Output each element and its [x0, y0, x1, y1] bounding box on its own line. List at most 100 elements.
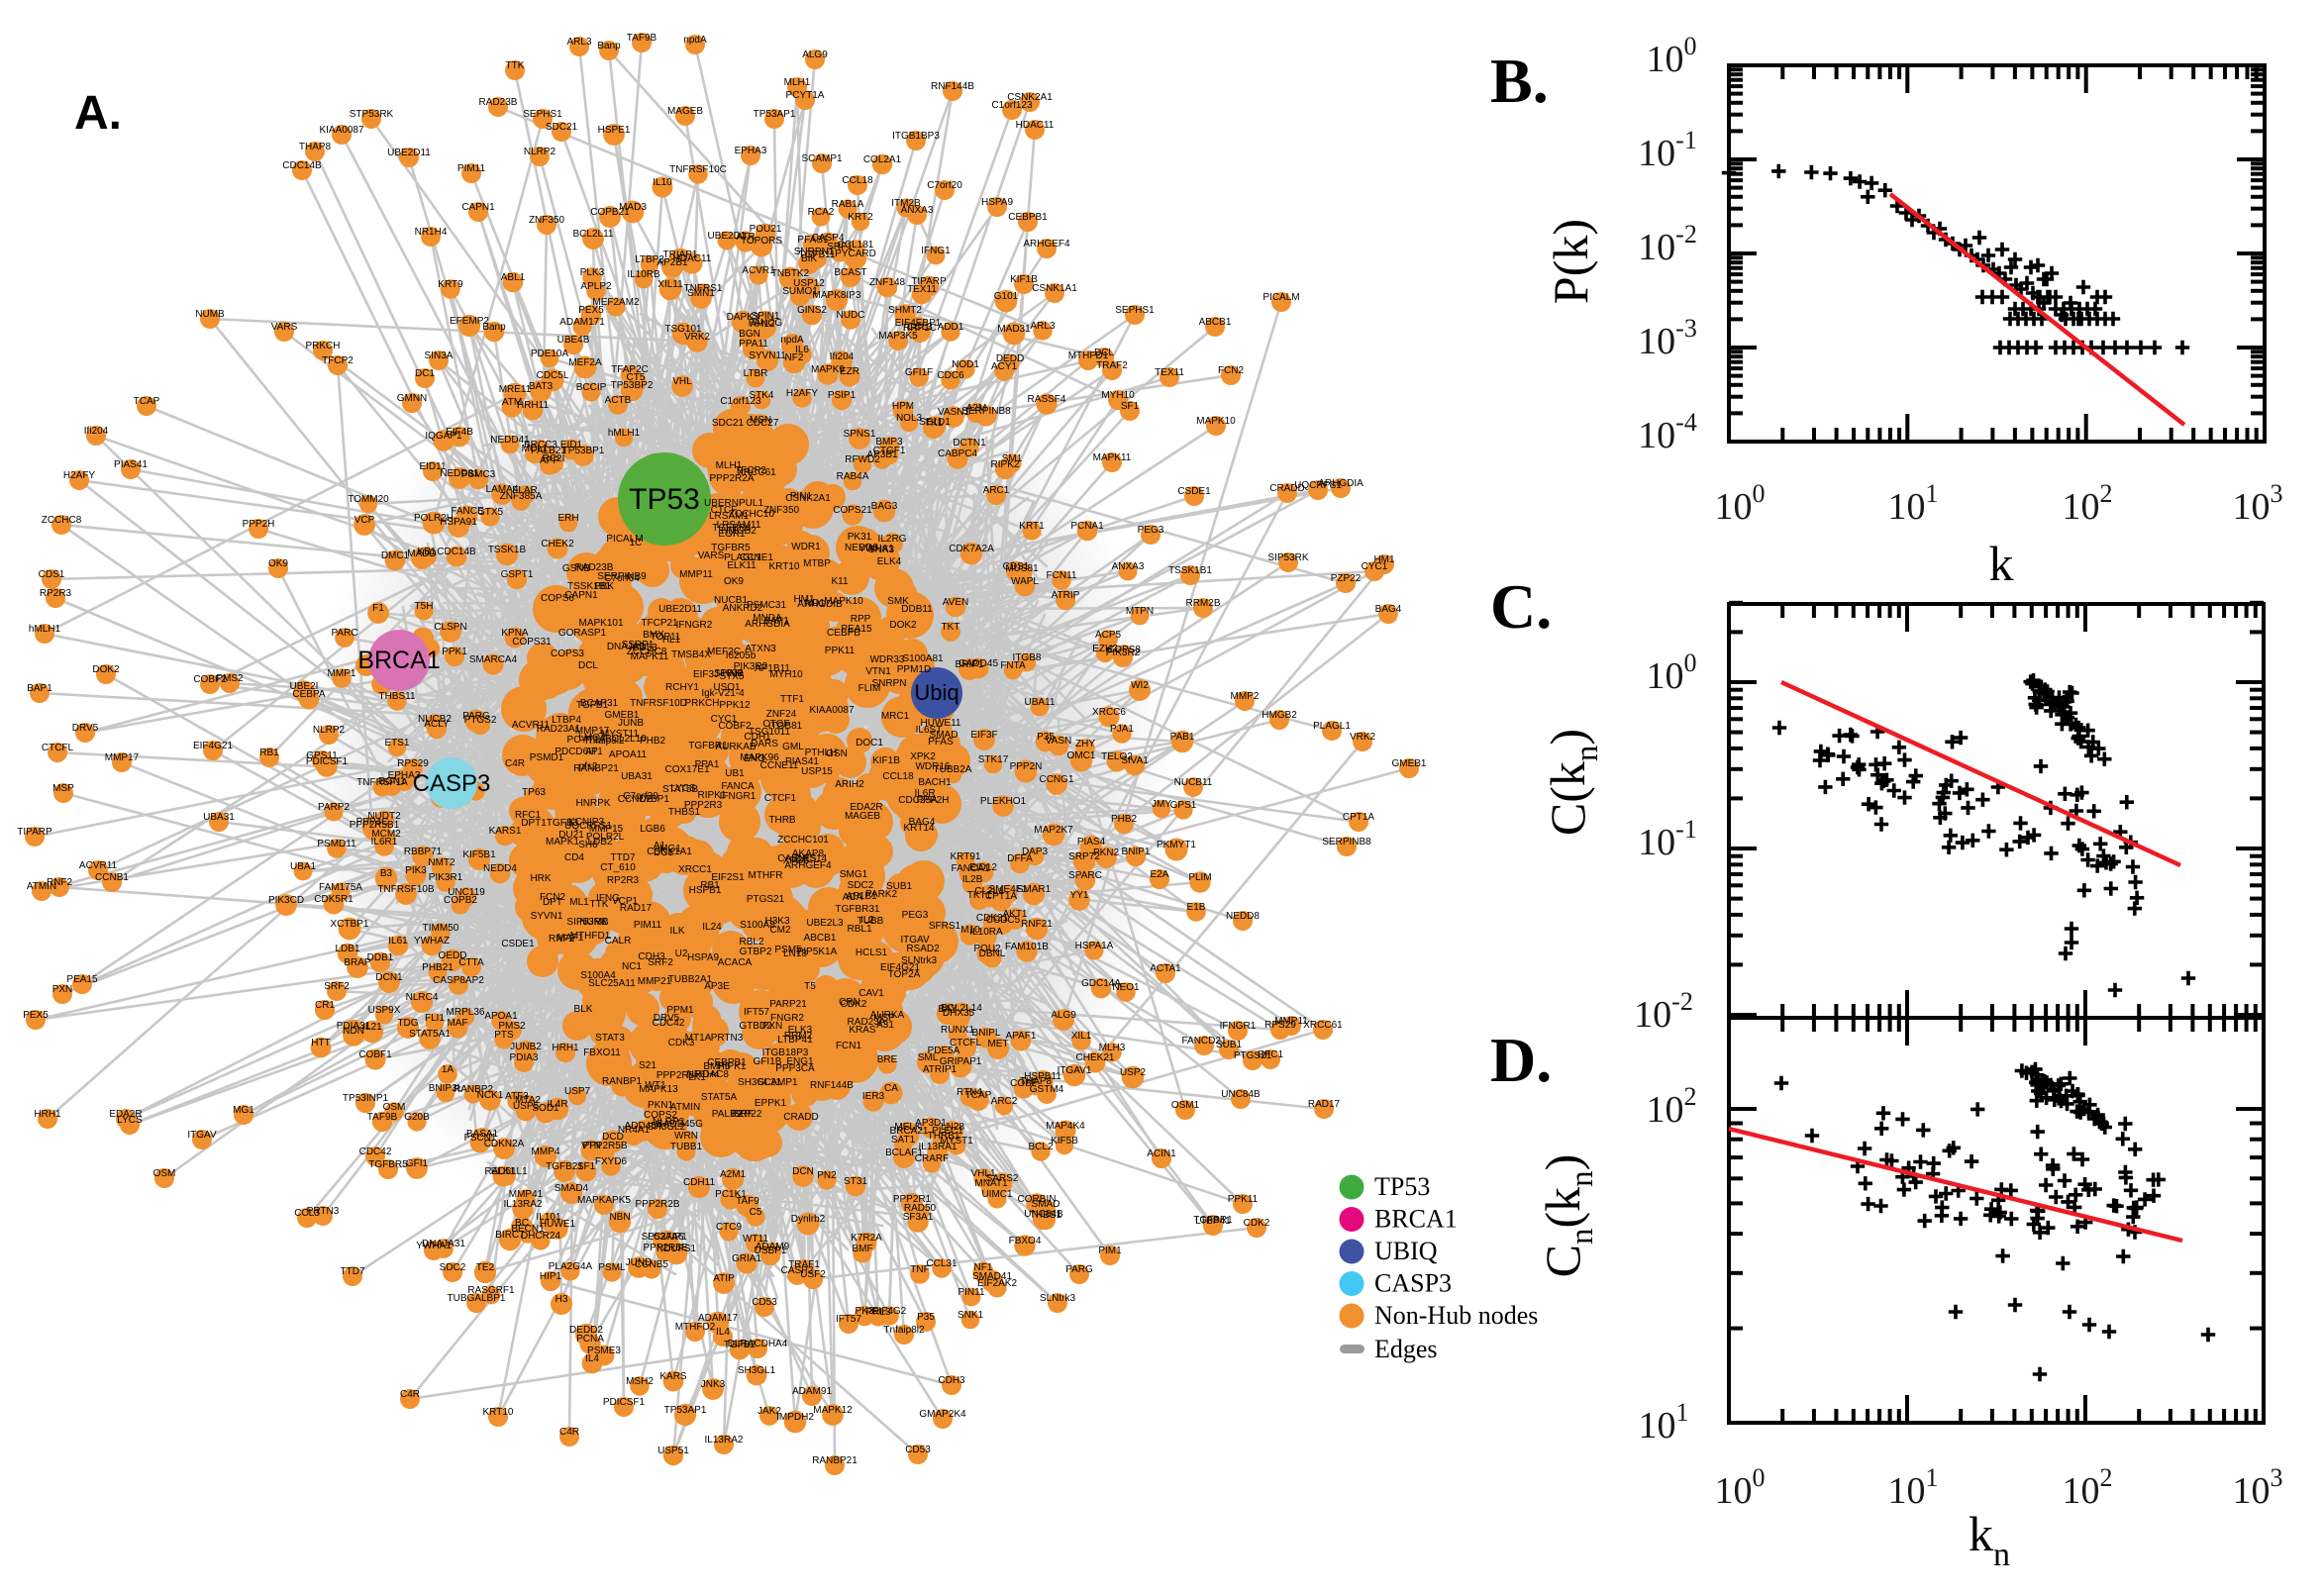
svg-text:KRT91: KRT91 — [951, 851, 981, 862]
svg-text:IQGAP1: IQGAP1 — [425, 431, 462, 442]
svg-text:RCA2: RCA2 — [808, 207, 835, 218]
svg-text:AT1: AT1 — [585, 747, 603, 757]
svg-text:Banp: Banp — [597, 41, 621, 51]
svg-text:FNGR2: FNGR2 — [770, 1013, 804, 1024]
svg-text:TTF1: TTF1 — [780, 694, 804, 705]
svg-text:STAT5A1: STAT5A1 — [409, 1029, 451, 1040]
svg-text:PHB21: PHB21 — [422, 962, 454, 973]
svg-text:CDK7A2A: CDK7A2A — [949, 544, 994, 554]
svg-text:PEG3: PEG3 — [902, 910, 929, 921]
svg-text:NLRP2: NLRP2 — [313, 725, 346, 736]
svg-text:ARL3: ARL3 — [566, 37, 591, 48]
svg-text:GFI1: GFI1 — [406, 1158, 429, 1169]
svg-text:TP53INP1: TP53INP1 — [343, 1093, 389, 1104]
svg-text:RRM2B: RRM2B — [1185, 598, 1220, 609]
svg-text:PHB2: PHB2 — [1111, 814, 1138, 825]
svg-text:COBF2: COBF2 — [193, 674, 227, 685]
svg-text:PIK3R1: PIK3R1 — [429, 872, 463, 883]
svg-text:PARC: PARC — [331, 628, 357, 639]
svg-text:TP53: TP53 — [1374, 1172, 1430, 1201]
svg-text:NEDD4: NEDD4 — [483, 863, 517, 874]
svg-text:SHMT2: SHMT2 — [888, 305, 922, 316]
svg-text:CRADD: CRADD — [1269, 483, 1305, 494]
svg-text:COPS3: COPS3 — [551, 648, 584, 659]
svg-text:UBE2L3: UBE2L3 — [806, 918, 844, 929]
svg-text:NBN: NBN — [609, 1212, 630, 1223]
svg-text:MMP11: MMP11 — [679, 569, 713, 580]
svg-text:CDC5L: CDC5L — [537, 370, 569, 381]
svg-text:CDS1: CDS1 — [39, 569, 65, 580]
svg-text:GSN: GSN — [826, 748, 848, 759]
svg-text:RNF144B: RNF144B — [931, 81, 974, 92]
svg-text:MSP: MSP — [52, 783, 74, 794]
svg-text:NUDC: NUDC — [837, 310, 865, 321]
svg-text:TFAP2C: TFAP2C — [611, 364, 649, 375]
svg-text:FLIM: FLIM — [858, 683, 881, 694]
svg-text:SERPINB8: SERPINB8 — [1322, 837, 1371, 848]
svg-text:TFCP2: TFCP2 — [322, 355, 354, 366]
svg-text:PK31: PK31 — [848, 532, 872, 543]
svg-text:RIPK2: RIPK2 — [991, 459, 1020, 470]
svg-text:HRH11: HRH11 — [517, 400, 549, 411]
svg-text:PRTN3: PRTN3 — [711, 1033, 744, 1044]
svg-text:KRT9: KRT9 — [438, 279, 463, 290]
svg-text:CDC6: CDC6 — [937, 370, 964, 381]
svg-text:LAMA4: LAMA4 — [486, 484, 519, 495]
svg-text:MYH10: MYH10 — [1101, 390, 1135, 401]
svg-text:STP53RK: STP53RK — [350, 109, 394, 120]
svg-text:FLI1: FLI1 — [425, 1013, 445, 1024]
svg-text:ACA: ACA — [843, 892, 863, 903]
svg-text:XPK2: XPK2 — [910, 751, 936, 762]
svg-text:ARL3: ARL3 — [1030, 321, 1055, 332]
svg-text:NLRC4: NLRC4 — [406, 992, 439, 1003]
svg-text:IFT57: IFT57 — [836, 1314, 862, 1325]
svg-text:MYST1: MYST1 — [940, 1136, 973, 1147]
svg-text:THBS11: THBS11 — [378, 691, 415, 702]
svg-text:CRN: CRN — [839, 997, 860, 1008]
svg-text:LGB6: LGB6 — [640, 824, 665, 835]
svg-text:USP51: USP51 — [657, 1446, 689, 1456]
svg-text:A.: A. — [74, 87, 122, 140]
svg-text:BAP1: BAP1 — [27, 683, 52, 694]
svg-text:ITGAV1: ITGAV1 — [1058, 1065, 1092, 1076]
svg-text:ITGB1BP3: ITGB1BP3 — [892, 131, 940, 142]
svg-text:COPS21: COPS21 — [833, 505, 872, 516]
svg-text:PLIM: PLIM — [1188, 872, 1211, 883]
svg-text:T5H: T5H — [415, 601, 434, 612]
svg-text:ILK: ILK — [669, 926, 684, 937]
svg-text:OMC1: OMC1 — [1067, 750, 1096, 761]
svg-text:XRCC1: XRCC1 — [678, 864, 712, 875]
svg-text:GTBP2: GTBP2 — [740, 947, 772, 957]
svg-text:KIF5B1: KIF5B1 — [462, 849, 496, 860]
svg-text:HSPE1: HSPE1 — [598, 125, 631, 136]
svg-text:HSPB1: HSPB1 — [689, 885, 722, 896]
svg-text:GPS11: GPS11 — [306, 750, 338, 761]
svg-text:SNK1: SNK1 — [958, 1310, 984, 1321]
svg-text:SUB1: SUB1 — [1216, 1040, 1243, 1050]
svg-text:OSM: OSM — [153, 1168, 176, 1179]
svg-text:SLNtrk3: SLNtrk3 — [901, 955, 938, 966]
svg-text:JMY: JMY — [1152, 799, 1171, 810]
svg-text:EPPK1: EPPK1 — [755, 1098, 787, 1109]
svg-text:CDK5R1: CDK5R1 — [314, 894, 354, 905]
svg-text:PICALM: PICALM — [1262, 292, 1299, 303]
svg-text:PDIA31: PDIA31 — [337, 1021, 371, 1032]
svg-text:KIF1B: KIF1B — [872, 755, 900, 766]
svg-text:ABCB1: ABCB1 — [1199, 317, 1232, 328]
svg-text:PLK3: PLK3 — [580, 267, 605, 278]
svg-text:APOA11: APOA11 — [609, 749, 648, 760]
svg-text:UNC119: UNC119 — [448, 887, 485, 898]
svg-text:ACVR11: ACVR11 — [79, 860, 118, 871]
svg-text:LDB1: LDB1 — [335, 944, 359, 954]
svg-text:UIMC1: UIMC1 — [981, 1189, 1013, 1200]
svg-text:FCN1: FCN1 — [836, 1041, 862, 1051]
svg-text:TE2: TE2 — [476, 1262, 495, 1273]
svg-text:npdA: npdA — [683, 35, 707, 46]
svg-text:FBXO4: FBXO4 — [1009, 1236, 1042, 1247]
svg-text:TGFBR4: TGFBR4 — [712, 523, 752, 534]
svg-text:G20B: G20B — [404, 1112, 430, 1123]
svg-text:ARC2: ARC2 — [991, 1096, 1018, 1107]
svg-text:VRK2: VRK2 — [1350, 732, 1376, 743]
svg-text:RASSF4: RASSF4 — [1028, 394, 1066, 405]
svg-text:WT1: WT1 — [645, 1080, 666, 1091]
